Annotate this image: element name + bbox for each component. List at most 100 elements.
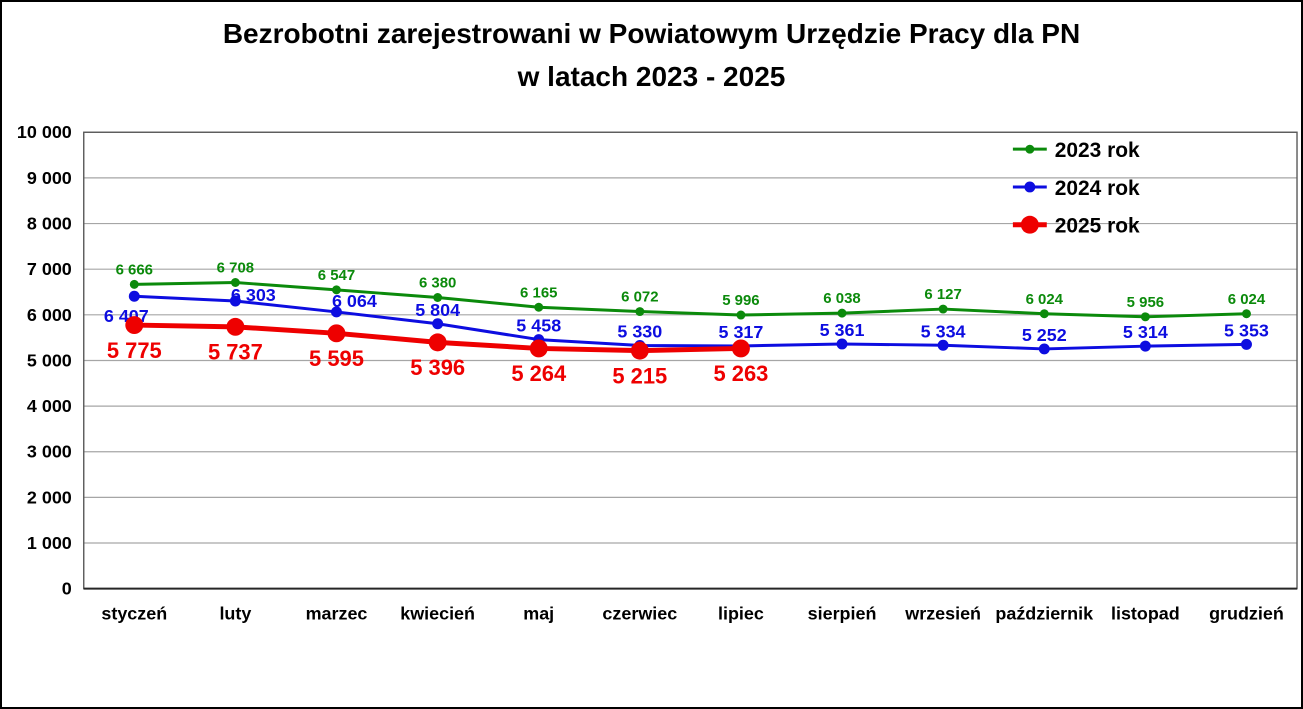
data-point-label: 6 064 — [332, 291, 377, 311]
series-line — [134, 294, 1247, 351]
data-point-label: 5 737 — [208, 340, 263, 365]
data-point-label: 6 072 — [621, 289, 658, 306]
data-point-marker — [731, 339, 750, 358]
data-point-label: 6 024 — [1026, 291, 1064, 308]
data-point-label: 5 996 — [722, 292, 759, 309]
data-point-label: 6 666 — [116, 261, 153, 278]
x-tick-label: wrzesień — [904, 604, 981, 624]
chart-title-line2: w latach 2023 - 2025 — [517, 61, 786, 92]
y-tick-label: 6 000 — [27, 305, 72, 325]
data-point-marker — [428, 333, 447, 352]
y-tick-label: 0 — [62, 579, 72, 599]
data-point-marker — [1139, 340, 1151, 352]
data-point-marker — [432, 318, 444, 330]
y-axis: 0 1 000 2 000 3 000 4 000 5 000 6 000 7 000 8 00… — [17, 122, 72, 598]
data-point-label: 6 380 — [419, 275, 456, 292]
legend-item-2024-rok: 2024 rok — [1012, 177, 1140, 200]
x-tick-label: maj — [523, 604, 554, 624]
data-point-label: 5 458 — [516, 316, 561, 336]
data-point-marker — [128, 290, 140, 302]
x-tick-label: lipiec — [718, 604, 764, 624]
y-tick-label: 4 000 — [27, 396, 72, 416]
data-point-marker — [327, 324, 346, 343]
legend-marker-dot — [1020, 215, 1039, 234]
legend-label: 2024 rok — [1055, 177, 1140, 200]
data-point-marker — [125, 316, 144, 335]
data-point-marker — [630, 341, 649, 360]
series-2025-rok: 5 775 5 737 5 595 5 396 5 264 5 215 5 263 — [107, 316, 768, 388]
data-point-marker — [230, 278, 240, 287]
x-tick-label: czerwiec — [602, 604, 677, 624]
x-tick-label: sierpień — [808, 604, 877, 624]
data-point-marker — [1240, 338, 1252, 350]
data-point-label: 5 317 — [718, 322, 763, 342]
legend-item-2025-rok: 2025 rok — [1012, 215, 1140, 238]
y-tick-label: 9 000 — [27, 168, 72, 188]
data-point-label: 6 127 — [924, 286, 961, 303]
y-tick-label: 3 000 — [27, 442, 72, 462]
data-point-label: 5 775 — [107, 338, 162, 363]
data-point-marker — [229, 295, 241, 307]
data-point-label: 5 314 — [1123, 322, 1168, 342]
data-point-marker — [937, 339, 949, 351]
data-point-marker — [129, 279, 139, 289]
y-tick-label: 2 000 — [27, 487, 72, 507]
data-point-label: 5 956 — [1127, 294, 1164, 311]
data-point-label: 5 396 — [410, 355, 465, 380]
data-point-marker — [226, 317, 245, 336]
data-point-marker — [331, 285, 341, 295]
data-point-label: 6 708 — [217, 260, 254, 277]
data-point-marker — [1038, 343, 1050, 355]
data-point-label: 5 263 — [713, 361, 768, 386]
legend-item-2023-rok: 2023 rok — [1012, 139, 1140, 162]
series-2023-rok: 6 666 6 708 6 547 6 380 6 165 6 072 5 996 6 038… — [116, 260, 1266, 322]
data-point-marker — [1241, 309, 1251, 319]
data-point-label: 5 595 — [309, 346, 364, 371]
y-tick-label: 8 000 — [27, 214, 72, 234]
data-point-label: 6 547 — [318, 267, 355, 284]
data-point-label: 5 215 — [612, 363, 667, 388]
x-tick-label: luty — [219, 604, 251, 624]
x-tick-label: październik — [995, 604, 1093, 624]
data-point-label: 5 353 — [1224, 320, 1269, 340]
data-point-label: 5 264 — [511, 361, 567, 386]
legend: 2023 rok 2024 rok 2025 rok — [1012, 139, 1140, 238]
data-point-label: 6 303 — [231, 285, 276, 305]
data-point-label: 5 252 — [1022, 325, 1067, 345]
x-tick-label: grudzień — [1209, 604, 1284, 624]
data-point-marker — [1039, 309, 1049, 319]
legend-marker-dot — [1025, 144, 1035, 154]
data-point-label: 5 334 — [921, 321, 966, 341]
data-point-label: 5 804 — [415, 300, 460, 320]
data-point-marker — [736, 310, 746, 320]
legend-label: 2023 rok — [1055, 139, 1140, 162]
chart-title-line1: Bezrobotni zarejestrowani w Powiatowym U… — [222, 18, 1081, 49]
data-point-marker — [1140, 312, 1150, 322]
x-tick-label: listopad — [1111, 604, 1180, 624]
y-tick-label: 1 000 — [27, 533, 72, 553]
data-point-label: 6 038 — [823, 290, 860, 307]
chart-title: Bezrobotni zarejestrowani w Powiatowym U… — [2, 12, 1301, 98]
data-point-marker — [529, 339, 548, 358]
x-tick-label: styczeń — [101, 604, 167, 624]
data-point-marker — [433, 293, 443, 302]
data-point-label: 5 330 — [617, 322, 662, 342]
series-line — [134, 281, 1247, 319]
y-tick-label: 7 000 — [27, 259, 72, 279]
data-point-marker — [938, 304, 948, 314]
data-point-marker — [837, 308, 847, 318]
data-point-marker — [635, 307, 645, 317]
data-point-label: 6 165 — [520, 284, 557, 301]
data-point-marker — [534, 302, 544, 312]
data-point-label: 6 024 — [1228, 291, 1266, 308]
x-tick-label: marzec — [306, 604, 368, 624]
data-point-label: 5 361 — [820, 320, 865, 340]
data-point-marker — [330, 306, 342, 318]
legend-marker-dot — [1024, 181, 1036, 193]
y-tick-label: 10 000 — [17, 122, 72, 142]
data-point-marker — [836, 338, 848, 350]
y-tick-label: 5 000 — [27, 350, 72, 370]
